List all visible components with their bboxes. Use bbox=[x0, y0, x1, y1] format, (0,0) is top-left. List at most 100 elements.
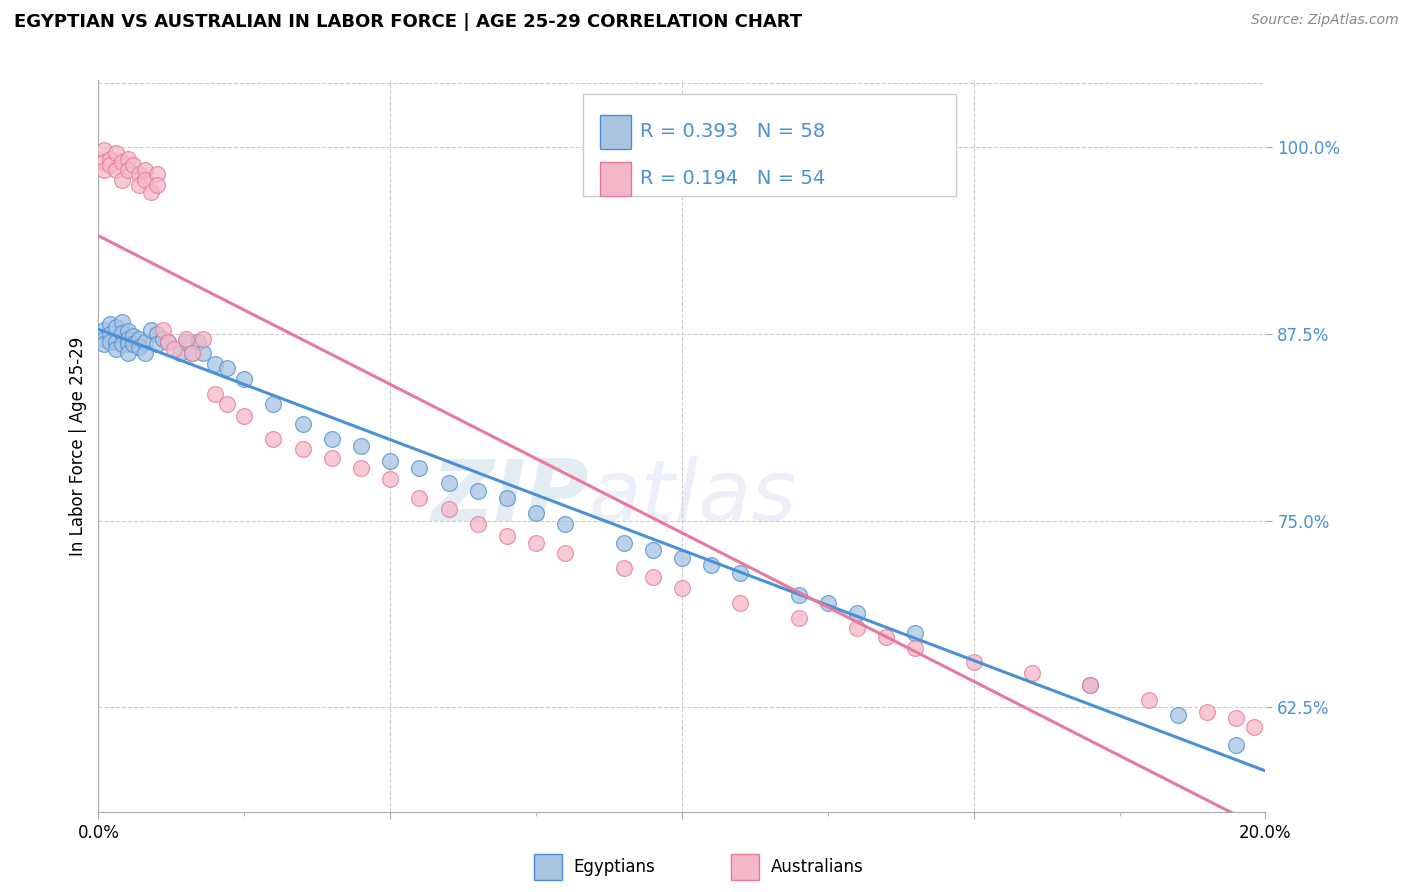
Point bbox=[93, 162, 115, 177]
Point bbox=[728, 566, 751, 580]
Point bbox=[169, 346, 191, 360]
Point bbox=[817, 596, 839, 610]
Point bbox=[104, 319, 127, 334]
Text: Australians: Australians bbox=[770, 858, 863, 876]
Point bbox=[612, 561, 634, 575]
Y-axis label: In Labor Force | Age 25-29: In Labor Force | Age 25-29 bbox=[69, 336, 87, 556]
Point bbox=[117, 324, 139, 338]
Point bbox=[128, 332, 150, 346]
Point bbox=[204, 386, 226, 401]
Point bbox=[233, 372, 256, 386]
Point bbox=[1137, 692, 1160, 706]
Point bbox=[524, 506, 547, 520]
Point bbox=[700, 558, 723, 573]
Point bbox=[962, 656, 984, 670]
Point bbox=[139, 186, 162, 200]
Point bbox=[98, 153, 121, 167]
Point bbox=[262, 397, 284, 411]
Point bbox=[641, 570, 664, 584]
Point bbox=[104, 146, 127, 161]
Point bbox=[174, 334, 197, 349]
Point bbox=[321, 432, 343, 446]
Text: ZIP: ZIP bbox=[430, 456, 589, 539]
Point bbox=[117, 332, 139, 346]
Text: Source: ZipAtlas.com: Source: ZipAtlas.com bbox=[1251, 13, 1399, 28]
Point bbox=[93, 155, 115, 169]
Point bbox=[111, 155, 134, 169]
Point bbox=[233, 409, 256, 424]
Point bbox=[93, 332, 115, 346]
Point bbox=[875, 630, 897, 644]
Point bbox=[93, 144, 115, 158]
Point bbox=[93, 322, 115, 336]
Point bbox=[904, 625, 927, 640]
Point bbox=[408, 491, 430, 506]
Point bbox=[152, 322, 174, 336]
Point bbox=[163, 342, 186, 356]
Point bbox=[612, 536, 634, 550]
Point bbox=[117, 153, 139, 167]
Point bbox=[157, 334, 180, 349]
Point bbox=[128, 178, 150, 192]
Point bbox=[554, 546, 576, 560]
Point bbox=[117, 337, 139, 351]
Point bbox=[350, 439, 373, 453]
Point bbox=[180, 346, 202, 360]
Point bbox=[98, 326, 121, 341]
Point bbox=[1021, 665, 1043, 680]
Point bbox=[321, 450, 343, 465]
Point bbox=[193, 332, 215, 346]
Point bbox=[1243, 720, 1265, 734]
Point bbox=[554, 516, 576, 531]
Point bbox=[98, 334, 121, 349]
Point bbox=[104, 162, 127, 177]
Point bbox=[117, 162, 139, 177]
Point bbox=[122, 328, 145, 343]
Text: R = 0.194   N = 54: R = 0.194 N = 54 bbox=[640, 169, 825, 188]
Point bbox=[146, 326, 169, 341]
Point bbox=[291, 417, 314, 431]
Point bbox=[467, 516, 489, 531]
Point bbox=[262, 432, 284, 446]
Point bbox=[904, 640, 927, 655]
Point bbox=[215, 361, 238, 376]
Point bbox=[524, 536, 547, 550]
Point bbox=[122, 158, 145, 172]
Point bbox=[1167, 707, 1189, 722]
Point bbox=[467, 483, 489, 498]
Point bbox=[146, 167, 169, 181]
Point bbox=[104, 334, 127, 349]
Point bbox=[128, 167, 150, 181]
Point bbox=[139, 322, 162, 336]
Point bbox=[1225, 711, 1247, 725]
Point bbox=[146, 178, 169, 192]
Point bbox=[437, 476, 460, 491]
Point bbox=[117, 346, 139, 360]
Point bbox=[111, 315, 134, 329]
Point bbox=[671, 551, 693, 566]
Point bbox=[134, 346, 156, 360]
Point bbox=[157, 334, 180, 349]
Point bbox=[1080, 678, 1102, 692]
Point bbox=[728, 596, 751, 610]
Point bbox=[1080, 678, 1102, 692]
Point bbox=[98, 317, 121, 331]
Point bbox=[204, 357, 226, 371]
Point bbox=[641, 543, 664, 558]
Point bbox=[98, 158, 121, 172]
Point bbox=[134, 173, 156, 187]
Point bbox=[104, 342, 127, 356]
Point bbox=[437, 501, 460, 516]
Point bbox=[787, 610, 810, 624]
Point bbox=[111, 326, 134, 340]
Point bbox=[787, 588, 810, 602]
Text: EGYPTIAN VS AUSTRALIAN IN LABOR FORCE | AGE 25-29 CORRELATION CHART: EGYPTIAN VS AUSTRALIAN IN LABOR FORCE | … bbox=[14, 13, 803, 31]
Point bbox=[378, 472, 402, 486]
Point bbox=[845, 606, 868, 620]
Point bbox=[187, 334, 209, 349]
Point bbox=[1225, 738, 1247, 752]
Point bbox=[111, 337, 134, 351]
Point bbox=[111, 173, 134, 187]
Text: Egyptians: Egyptians bbox=[574, 858, 655, 876]
Point bbox=[671, 581, 693, 595]
